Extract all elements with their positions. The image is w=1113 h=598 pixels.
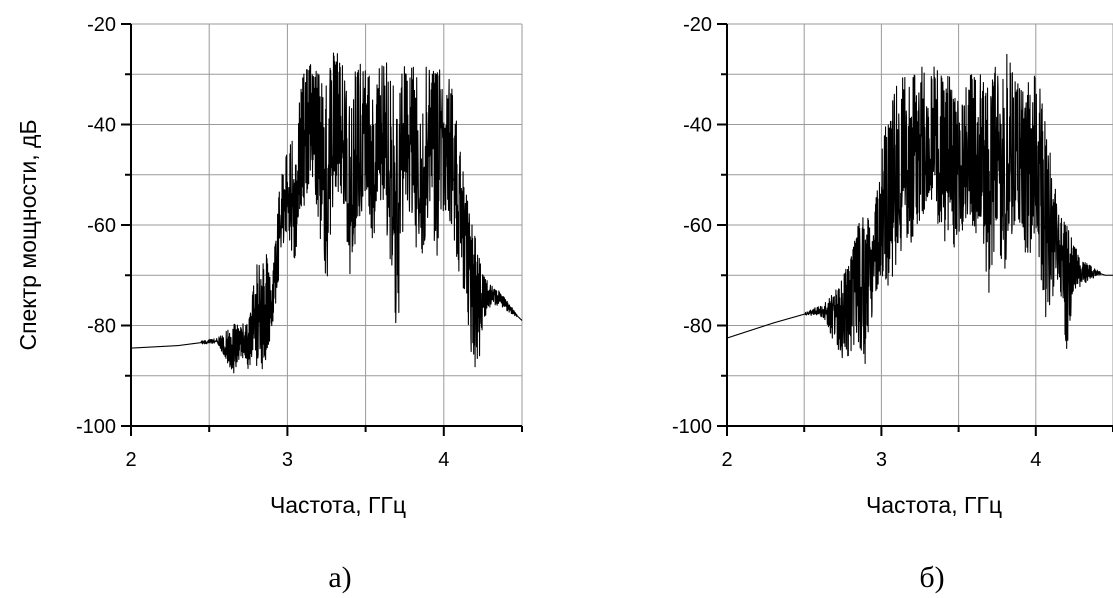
y-axis-title: Спектр мощности, дБ — [15, 119, 41, 350]
x-tick-label: 2 — [721, 449, 732, 471]
y-tick-label: -80 — [683, 316, 712, 338]
spectrum-line — [726, 53, 1113, 365]
y-tick-label: -100 — [672, 416, 712, 438]
x-tick-label: 4 — [438, 449, 449, 471]
y-tick-label: -60 — [87, 215, 116, 237]
panel-b-chart: -20 -40 -60 -80 -100 2 3 4 Частота, ГГц … — [672, 14, 1113, 594]
axes — [717, 23, 1113, 436]
y-tick-label: -100 — [76, 416, 116, 438]
spectrum-line — [130, 52, 523, 374]
y-tick-label: -20 — [683, 14, 712, 36]
x-tick-label: 4 — [1030, 449, 1041, 471]
y-tick-labels: -20 -40 -60 -80 -100 — [672, 14, 712, 438]
grid-lines — [727, 23, 1113, 426]
x-tick-label: 2 — [125, 449, 136, 471]
y-tick-label: -40 — [87, 115, 116, 137]
x-tick-labels: 2 3 4 — [125, 449, 449, 471]
panel-a-chart: -20 -40 -60 -80 -100 2 3 4 Частота, ГГц … — [15, 14, 523, 594]
panel-label: б) — [919, 561, 944, 594]
y-tick-labels: -20 -40 -60 -80 -100 — [76, 14, 116, 438]
y-tick-label: -20 — [87, 14, 116, 36]
panel-label: а) — [328, 561, 351, 594]
y-tick-label: -80 — [87, 316, 116, 338]
axes — [121, 23, 523, 436]
spectrum-series — [726, 53, 1113, 365]
x-tick-label: 3 — [876, 449, 887, 471]
y-tick-label: -60 — [683, 215, 712, 237]
x-tick-labels: 2 3 4 — [721, 449, 1041, 471]
x-axis-title: Частота, ГГц — [866, 492, 1002, 518]
x-axis-title: Частота, ГГц — [270, 492, 406, 518]
y-tick-label: -40 — [683, 115, 712, 137]
spectrum-series — [130, 52, 523, 374]
x-tick-label: 3 — [282, 449, 293, 471]
